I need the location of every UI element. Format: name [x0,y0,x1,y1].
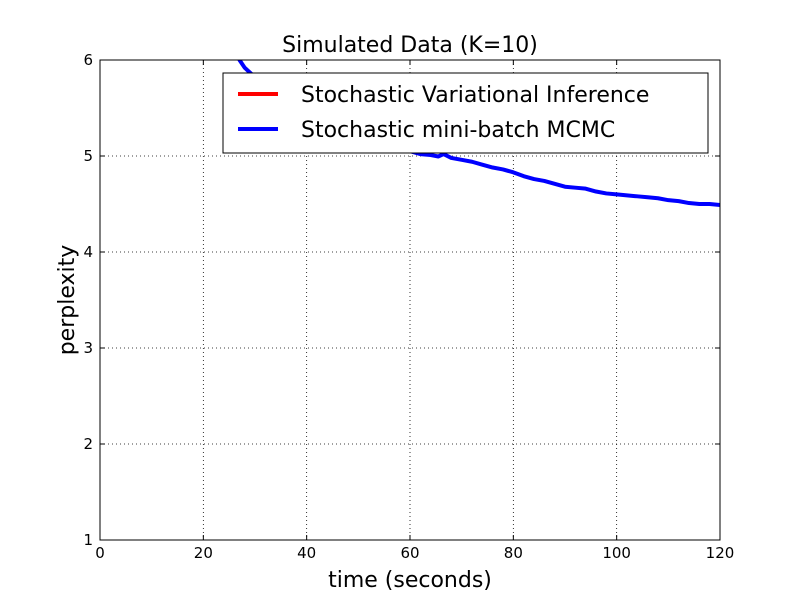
y-tick-label: 3 [83,339,93,357]
y-tick-label: 4 [83,243,93,261]
legend-label-mcmc: Stochastic mini-batch MCMC [301,118,615,143]
x-tick-label: 60 [400,544,419,562]
x-tick-label: 80 [504,544,523,562]
legend-box [222,72,709,154]
axis-ticks: 0 20 40 60 80 100 120 1 2 3 4 5 6 [83,51,734,562]
legend: Stochastic Variational Inference Stochas… [222,72,709,154]
y-tick-label: 1 [83,531,93,549]
x-tick-label: 100 [602,544,631,562]
y-tick-label: 5 [83,147,93,165]
x-tick-label: 40 [297,544,316,562]
x-tick-label: 120 [706,544,735,562]
x-axis-label: time (seconds) [328,568,492,593]
x-tick-label: 20 [194,544,213,562]
chart-title: Simulated Data (K=10) [282,33,538,58]
y-tick-label: 2 [83,435,93,453]
x-tick-label: 0 [95,544,105,562]
y-axis-label: perplexity [55,245,80,356]
legend-label-svi: Stochastic Variational Inference [301,83,649,108]
y-tick-label: 6 [83,51,93,69]
